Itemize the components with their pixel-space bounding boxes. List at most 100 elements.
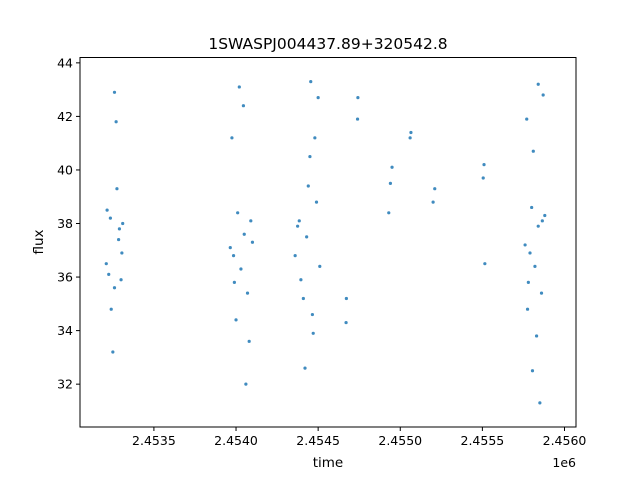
data-point xyxy=(483,262,487,266)
data-point xyxy=(534,334,539,338)
x-tick-label: 2.4540 xyxy=(214,433,258,448)
data-point xyxy=(231,254,236,258)
plot-frame xyxy=(79,57,577,428)
x-tick-label: 2.4550 xyxy=(378,433,422,448)
data-point xyxy=(242,232,246,236)
data-point xyxy=(301,296,305,301)
y-tick-label: 44 xyxy=(57,55,73,70)
x-axis-label: time xyxy=(313,455,344,471)
data-point xyxy=(236,211,240,215)
data-point xyxy=(533,264,537,268)
y-tick-label: 40 xyxy=(57,162,73,177)
data-point xyxy=(107,272,111,276)
x-tick-label: 2.4555 xyxy=(461,433,505,448)
data-point xyxy=(117,227,122,231)
data-point xyxy=(297,219,301,223)
data-point xyxy=(303,366,307,370)
data-point xyxy=(528,251,532,255)
data-point xyxy=(306,184,310,188)
x-tick-label: 2.4545 xyxy=(296,433,340,448)
data-point xyxy=(299,278,303,282)
data-point xyxy=(228,246,232,250)
data-point xyxy=(234,318,238,322)
data-point xyxy=(241,104,246,108)
data-point xyxy=(311,331,315,335)
data-point xyxy=(408,136,412,140)
x-axis: 2.4535 2.4540 2.4545 2.4550 2.4555 2.4560 xyxy=(132,427,586,448)
data-point xyxy=(530,205,534,210)
data-point xyxy=(112,90,117,94)
data-point xyxy=(525,117,529,121)
y-tick-label: 42 xyxy=(57,109,73,124)
data-point xyxy=(105,208,109,212)
data-point xyxy=(409,130,413,135)
x-tick-label: 2.4535 xyxy=(132,433,176,448)
data-point xyxy=(318,264,322,268)
data-point xyxy=(245,291,250,295)
data-point xyxy=(249,219,253,223)
data-point xyxy=(536,224,540,228)
y-tick-label: 32 xyxy=(57,377,73,392)
data-point xyxy=(543,213,547,218)
data-point xyxy=(111,350,115,354)
y-tick-label: 34 xyxy=(57,323,73,338)
x-tick-label: 2.4560 xyxy=(543,433,587,448)
y-tick-label: 38 xyxy=(57,216,73,231)
data-point xyxy=(114,120,118,124)
data-point xyxy=(526,280,530,285)
data-point xyxy=(538,401,542,405)
data-point xyxy=(117,237,121,242)
data-point xyxy=(482,163,486,167)
data-point xyxy=(313,136,317,140)
data-point xyxy=(344,320,348,325)
data-point xyxy=(121,221,125,226)
data-point xyxy=(244,382,248,386)
data-point xyxy=(308,154,312,159)
data-point xyxy=(344,296,348,301)
data-point xyxy=(309,80,313,84)
data-point xyxy=(481,176,485,180)
data-point xyxy=(431,200,435,204)
data-point xyxy=(390,165,394,169)
data-point xyxy=(530,369,535,373)
data-point xyxy=(523,243,527,247)
data-point xyxy=(232,280,236,285)
x-offset-label: 1e6 xyxy=(552,455,576,470)
data-point xyxy=(247,339,251,343)
data-point xyxy=(355,117,360,121)
y-axis-label: flux xyxy=(31,229,47,254)
data-point xyxy=(109,307,113,311)
data-point xyxy=(536,82,540,86)
data-point xyxy=(296,224,300,228)
data-point xyxy=(108,216,112,220)
data-point xyxy=(237,85,241,89)
data-point xyxy=(541,93,545,97)
data-point xyxy=(119,278,123,282)
data-point xyxy=(239,267,243,271)
data-point xyxy=(356,96,360,100)
data-point xyxy=(115,187,119,191)
data-point xyxy=(388,181,393,185)
data-point xyxy=(250,240,255,244)
data-point xyxy=(525,307,530,311)
data-point xyxy=(112,286,117,290)
data-point xyxy=(531,149,535,153)
data-point xyxy=(316,96,320,100)
data-points xyxy=(104,80,547,405)
y-tick-label: 36 xyxy=(57,270,73,285)
data-point xyxy=(433,187,437,191)
data-point xyxy=(230,136,234,140)
data-point xyxy=(305,235,309,239)
data-point xyxy=(120,251,124,255)
data-point xyxy=(539,291,544,295)
data-point xyxy=(104,262,108,266)
chart-title: 1SWASPJ004437.89+320542.8 xyxy=(208,35,447,53)
data-point xyxy=(310,312,314,317)
data-point xyxy=(387,211,391,215)
data-point xyxy=(540,219,544,223)
data-point xyxy=(314,200,319,204)
data-point xyxy=(293,254,297,258)
y-axis: 32 34 36 38 40 42 44 xyxy=(57,55,80,392)
